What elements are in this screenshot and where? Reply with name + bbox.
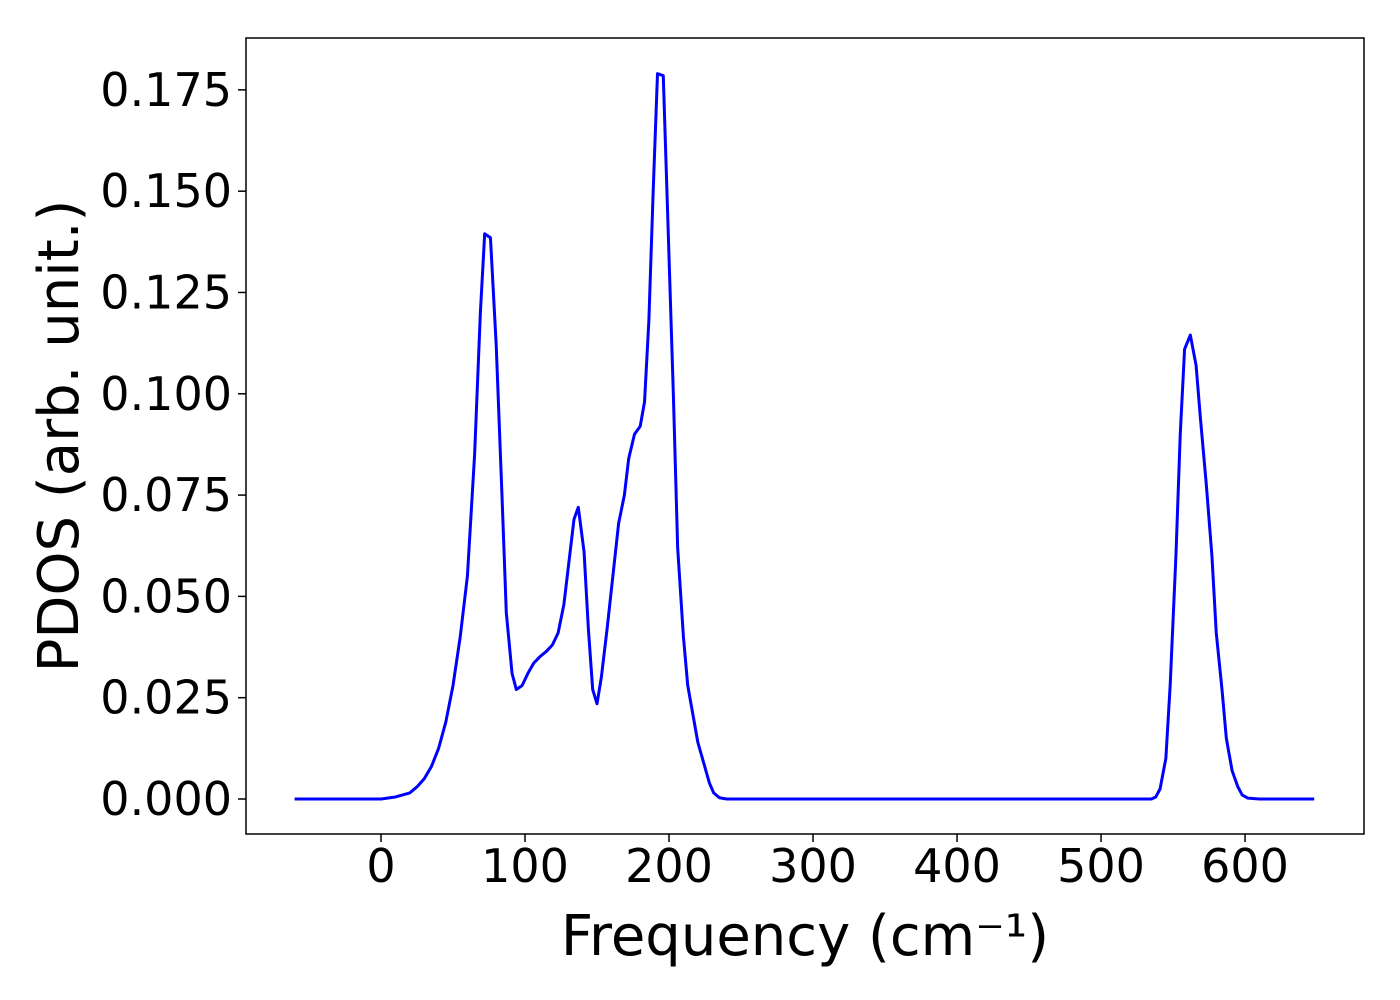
y-tick-label: 0.000 [100, 772, 232, 826]
y-tick-label: 0.050 [100, 569, 232, 623]
x-tick-label: 600 [1201, 839, 1289, 893]
y-tick-label: 0.150 [100, 164, 232, 218]
x-tick-label: 200 [625, 839, 713, 893]
x-tick-label: 500 [1057, 839, 1145, 893]
x-tick-label: 400 [913, 839, 1001, 893]
y-tick-label: 0.175 [100, 63, 232, 117]
y-tick-label: 0.125 [100, 265, 232, 319]
y-tick-label: 0.100 [100, 367, 232, 421]
y-axis-label: PDOS (arb. unit.) [27, 200, 92, 673]
line-series [294, 72, 1315, 801]
x-tick-label: 0 [366, 839, 395, 893]
x-tick-label: 100 [481, 839, 569, 893]
y-tick-label: 0.075 [100, 468, 232, 522]
plot-frame [245, 37, 1365, 835]
x-axis-label: Frequency (cm⁻¹) [561, 904, 1049, 969]
x-tick-label: 300 [769, 839, 857, 893]
y-tick-label: 0.025 [100, 671, 232, 725]
